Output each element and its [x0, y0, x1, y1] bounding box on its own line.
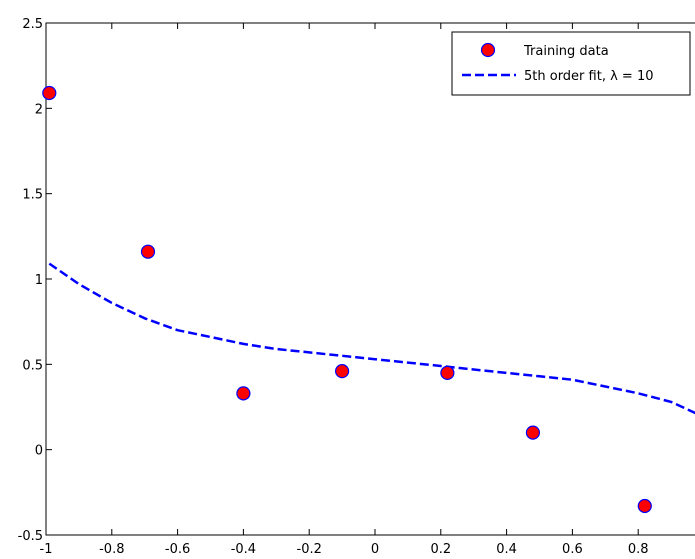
x-tick-label: 0.6: [562, 542, 583, 557]
x-tick-label: -0.2: [297, 542, 322, 557]
x-axis-ticks: -1 -0.8 -0.6 -0.4 -0.2 0 0.2 0.4 0.6 0.8: [40, 23, 649, 557]
training-data-point: [335, 364, 350, 379]
training-data-point: [42, 85, 57, 101]
x-tick-label: -0.8: [99, 542, 124, 557]
y-tick-label: 2.5: [22, 17, 43, 32]
training-data-point: [637, 498, 652, 514]
x-tick-label: 0.2: [430, 542, 451, 557]
x-tick-label: 0.8: [628, 542, 649, 557]
legend-box: [451, 31, 691, 96]
legend-label-training-data: Training data: [523, 44, 609, 59]
x-tick-label: -0.6: [165, 542, 190, 557]
training-data-point: [525, 425, 541, 440]
training-data-point: [440, 365, 455, 380]
y-tick-label: 1.5: [22, 188, 43, 203]
x-tick-label: 0.4: [496, 542, 517, 557]
y-tick-label: -0.5: [18, 529, 43, 544]
fit-line: [48, 262, 695, 415]
series-layer: [42, 85, 695, 514]
y-tick-label: 2: [35, 102, 43, 117]
y-axis-ticks: -0.5 0 0.5 1 1.5 2 2.5: [18, 17, 52, 544]
legend-marker-training-data: [480, 42, 496, 58]
y-tick-label: 0: [35, 444, 43, 459]
legend-label-fit: 5th order fit, λ = 10: [524, 69, 653, 84]
x-tick-label: 0: [371, 542, 379, 557]
plot-area: [45, 22, 695, 536]
training-data-point: [236, 386, 251, 401]
x-tick-label: -1: [40, 542, 53, 557]
training-data-point: [140, 244, 156, 259]
x-tick-label: -0.4: [231, 542, 256, 557]
legend: Training data 5th order fit, λ = 10: [451, 31, 691, 96]
y-tick-label: 1: [35, 273, 43, 288]
y-tick-label: 0.5: [22, 358, 43, 373]
